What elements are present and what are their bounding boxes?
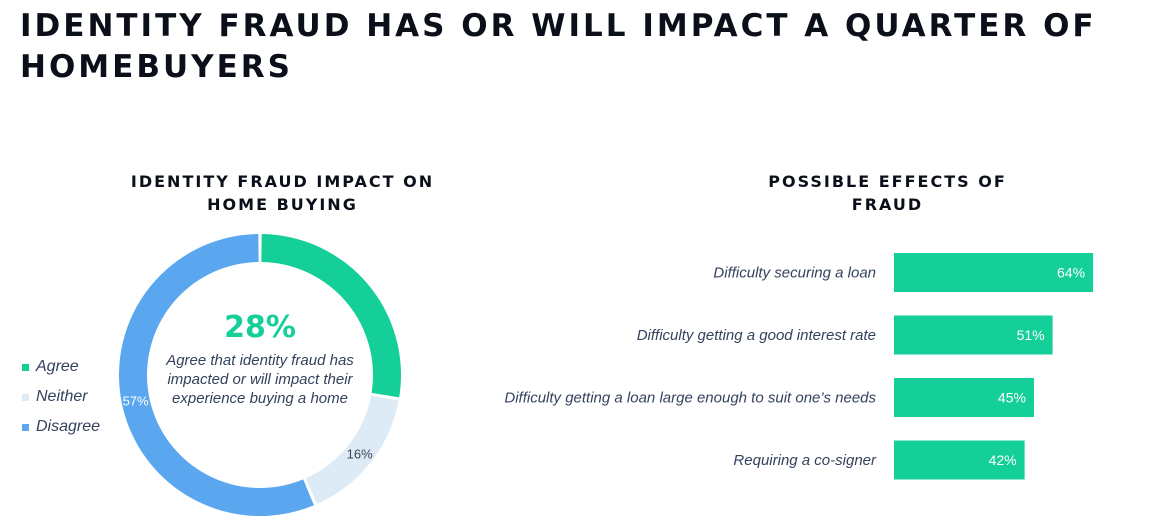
donut-value-label-disagree: 57% <box>123 394 149 409</box>
bar-value-label-0: 64% <box>1057 265 1085 281</box>
legend-item-neither: Neither <box>22 382 100 412</box>
donut-chart-title: IDENTITY FRAUD IMPACT ON HOME BUYING <box>130 172 435 214</box>
bar-0 <box>894 253 1094 292</box>
donut-slice-disagree <box>118 234 314 517</box>
bar-value-label-2: 45% <box>998 390 1026 406</box>
bar-value-label-3: 42% <box>989 452 1017 468</box>
bar-category-label-0: Difficulty securing a loan <box>713 265 876 282</box>
legend-item-agree: Agree <box>22 352 100 382</box>
legend-label-disagree: Disagree <box>36 418 101 435</box>
bar-value-label-1: 51% <box>1017 327 1045 343</box>
legend-item-disagree: Disagree <box>22 412 100 442</box>
donut-center-value: 28% <box>224 310 296 345</box>
legend-label-neither: Neither <box>36 388 88 405</box>
bar-category-label-1: Difficulty getting a good interest rate <box>637 327 876 344</box>
donut-chart: 16% 57% <box>118 234 402 517</box>
bar-3 <box>894 440 1025 480</box>
legend-swatch-neither <box>22 393 29 401</box>
donut-legend: Agree Neither Disagree <box>22 352 100 442</box>
bar-chart-title: POSSIBLE EFFECTS OF FRAUD <box>768 172 1007 214</box>
bar-chart: Difficulty securing a loan 64% Difficulty … <box>504 253 1094 480</box>
donut-slice-agree <box>261 234 402 398</box>
page-title: IDENTITY FRAUD HAS OR WILL IMPACT A QUAR… <box>20 8 1097 85</box>
bar-2 <box>894 378 1034 417</box>
legend-label-agree: Agree <box>36 358 79 375</box>
donut-value-label-neither: 16% <box>347 447 373 462</box>
bar-category-label-3: Requiring a co-signer <box>733 452 877 469</box>
legend-swatch-disagree <box>22 423 29 431</box>
bar-category-label-2: Difficulty getting a loan large enough t… <box>504 390 876 407</box>
donut-center-text: Agree that identity fraud has impacted o… <box>166 352 354 407</box>
legend-swatch-agree <box>22 363 29 371</box>
donut-slice-neither <box>305 395 399 504</box>
bar-1 <box>894 315 1053 355</box>
